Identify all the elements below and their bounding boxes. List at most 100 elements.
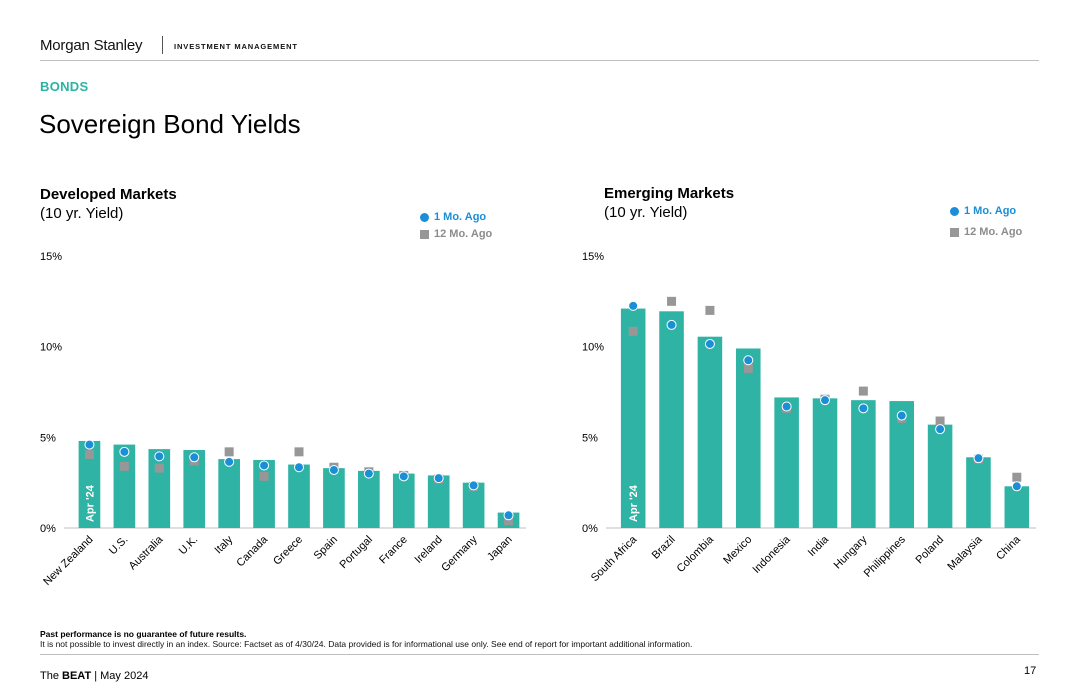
em-marker-12mo-colombia [705, 305, 715, 315]
em-y-tick: 10% [582, 342, 604, 354]
publication-name: BEAT [62, 670, 92, 682]
dm-marker-1mo-germany [468, 480, 479, 491]
em-bar-brazil [659, 311, 684, 528]
em-marker-12mo-china [1012, 472, 1022, 482]
dm-marker-1mo-canada [259, 460, 270, 471]
dm-chart-subtitle: (10 yr. Yield) [40, 205, 124, 222]
em-x-label-poland: Poland [913, 534, 946, 567]
em-legend-12mo-label: 12 Mo. Ago [964, 226, 1023, 238]
footer-rule [40, 654, 1039, 655]
em-marker-1mo-indonesia [781, 401, 792, 412]
em-bar-india [812, 398, 838, 528]
dm-bar-spain [323, 468, 345, 528]
em-legend-1mo-marker [950, 206, 959, 216]
dm-legend-1mo-marker [420, 212, 429, 222]
dm-chart-title: Developed Markets [40, 186, 177, 203]
dm-marker-1mo-spain [328, 464, 339, 475]
em-y-tick: 0% [582, 523, 598, 535]
dm-marker-1mo-japan [503, 510, 514, 521]
publication-prefix: The [40, 670, 59, 682]
em-bar-mexico [735, 348, 761, 528]
em-marker-1mo-malaysia [973, 453, 984, 464]
dm-bar-u-s [113, 444, 136, 528]
dm-marker-1mo-ireland [433, 473, 444, 484]
dm-y-tick: 0% [40, 523, 56, 535]
dm-bar-portugal [358, 470, 380, 528]
dm-y-tick: 15% [40, 251, 62, 263]
dm-marker-1mo-greece [294, 462, 304, 473]
publication-footer: The BEAT | May 2024 [40, 670, 148, 682]
page-number: 17 [1024, 665, 1037, 677]
em-legend-1mo-label: 1 Mo. Ago [964, 205, 1017, 217]
dm-marker-1mo-u-k [189, 452, 200, 463]
header-rule [40, 60, 1039, 61]
dm-legend-12mo-marker [420, 229, 429, 239]
em-marker-1mo-india [820, 395, 830, 406]
em-marker-1mo-south-africa [628, 300, 639, 311]
em-y-tick: 15% [582, 251, 604, 263]
em-x-label-hungary: Hungary [832, 533, 870, 571]
dm-bar-greece [288, 464, 310, 528]
dm-bar-france [392, 473, 415, 528]
em-marker-1mo-colombia [704, 338, 715, 349]
dm-bar-australia [148, 449, 171, 528]
em-marker-1mo-china [1011, 481, 1022, 492]
em-bar-malaysia [966, 457, 991, 528]
em-bar-china [1004, 486, 1030, 528]
dm-marker-1mo-australia [154, 451, 165, 462]
em-bar-period-label: Apr '24 [628, 484, 640, 522]
em-bar-indonesia [774, 397, 799, 528]
page-title: Sovereign Bond Yields [39, 109, 301, 139]
dm-marker-12mo-australia [154, 463, 164, 473]
em-x-label-mexico: Mexico [721, 534, 754, 567]
dm-bar-period-label: Apr '24 [84, 484, 96, 522]
brand-divider [162, 36, 163, 54]
em-marker-12mo-south-africa [628, 326, 638, 336]
em-marker-12mo-brazil [667, 296, 677, 306]
dm-bar-new-zealand [78, 440, 101, 528]
em-chart-subtitle: (10 yr. Yield) [604, 204, 688, 221]
em-x-label-india: India [806, 533, 832, 559]
em-x-label-colombia: Colombia [675, 533, 717, 575]
em-marker-12mo-hungary [858, 386, 868, 396]
dm-marker-12mo-greece [294, 447, 304, 457]
dm-marker-12mo-u-s [119, 461, 129, 471]
brand-division: INVESTMENT MANAGEMENT [174, 42, 298, 51]
em-legend-12mo: 12 Mo. Ago [950, 226, 1022, 238]
dm-marker-1mo-portugal [363, 468, 374, 479]
section-label: BONDS [40, 79, 89, 94]
em-x-label-indonesia: Indonesia [751, 533, 794, 576]
dm-marker-1mo-italy [224, 456, 235, 467]
dm-bar-italy [218, 459, 240, 528]
em-x-label-china: China [994, 533, 1023, 562]
em-marker-1mo-philippines [896, 410, 907, 421]
dm-marker-12mo-canada [259, 471, 269, 481]
dm-marker-1mo-new-zealand [84, 439, 95, 450]
dm-y-tick: 5% [40, 432, 56, 444]
brand-logo: Morgan Stanley [40, 37, 143, 54]
em-y-tick: 5% [582, 432, 598, 444]
dm-bar-u-k [183, 450, 206, 528]
em-legend-12mo-marker [950, 227, 959, 237]
em-bar-colombia [697, 336, 723, 528]
dm-marker-1mo-france [398, 471, 409, 482]
disclaimer-bold: Past performance is no guarantee of futu… [40, 629, 247, 639]
dm-marker-12mo-new-zealand [84, 450, 94, 460]
dm-y-tick: 10% [40, 342, 62, 354]
em-x-label-philippines: Philippines [862, 533, 908, 579]
em-legend-1mo: 1 Mo. Ago [950, 205, 1016, 217]
em-x-label-brazil: Brazil [650, 534, 678, 562]
dm-bar-canada [253, 460, 275, 528]
dm-legend-12mo-label: 12 Mo. Ago [434, 228, 493, 240]
em-marker-1mo-hungary [858, 403, 869, 414]
em-marker-1mo-poland [935, 424, 946, 435]
disclaimer-text: It is not possible to invest directly in… [40, 639, 693, 649]
em-marker-1mo-mexico [743, 355, 754, 366]
em-marker-12mo-poland [935, 416, 945, 426]
em-marker-12mo-mexico [743, 363, 753, 373]
em-bar-south-africa [620, 308, 646, 528]
dm-legend-1mo-label: 1 Mo. Ago [434, 211, 487, 223]
em-x-label-south-africa: South Africa [589, 533, 640, 584]
